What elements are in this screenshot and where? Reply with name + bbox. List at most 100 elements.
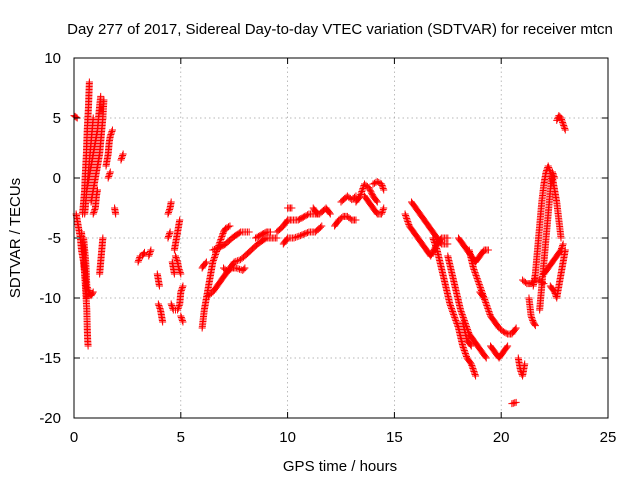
data-point: [227, 265, 235, 273]
data-point: [173, 257, 181, 264]
y-tick-label: 0: [53, 170, 61, 187]
data-point: [553, 116, 561, 124]
data-track: [525, 294, 539, 330]
data-point: [225, 223, 233, 231]
data-point: [481, 297, 489, 305]
data-point: [373, 178, 381, 186]
data-track: [352, 180, 381, 206]
data-point: [472, 270, 480, 278]
data-point: [378, 209, 386, 216]
data-point: [118, 153, 126, 161]
data-point: [212, 245, 220, 253]
data-track: [111, 204, 120, 218]
data-point: [461, 348, 469, 356]
data-point: [106, 168, 114, 176]
data-track: [337, 192, 360, 206]
data-point: [557, 234, 565, 242]
data-point: [140, 248, 148, 256]
y-tick-label: -20: [39, 410, 61, 427]
data-point: [155, 303, 163, 311]
data-point: [175, 302, 183, 309]
data-point: [222, 224, 230, 232]
data-point: [378, 210, 386, 218]
data-point: [379, 207, 387, 215]
data-point: [457, 308, 465, 315]
data-point: [253, 233, 261, 241]
data-track: [252, 228, 275, 242]
data-track: [407, 198, 452, 248]
data-point: [90, 207, 98, 215]
data-point: [352, 216, 360, 224]
data-point: [453, 321, 461, 329]
data-point: [176, 216, 184, 224]
data-point: [212, 251, 220, 258]
data-point: [466, 341, 474, 349]
x-tick-label: 20: [493, 429, 510, 446]
data-point: [446, 302, 454, 309]
y-tick-label: -15: [39, 350, 61, 367]
data-point: [458, 311, 466, 318]
data-track: [429, 234, 480, 380]
data-point: [473, 275, 481, 282]
data-point: [531, 322, 539, 330]
data-point: [216, 239, 224, 246]
data-point: [313, 209, 321, 217]
data-point: [338, 214, 346, 222]
data-point: [460, 317, 468, 324]
data-point: [177, 314, 185, 321]
data-point: [452, 318, 460, 326]
data-point: [484, 246, 492, 254]
data-point: [135, 255, 143, 263]
data-point: [301, 212, 309, 220]
data-point: [467, 360, 475, 368]
data-point: [474, 278, 482, 285]
data-point: [176, 267, 184, 275]
data-point: [404, 219, 412, 227]
data-point: [233, 257, 241, 265]
data-point: [140, 250, 148, 258]
data-point: [155, 282, 163, 290]
data-point: [470, 368, 478, 375]
data-point: [380, 186, 388, 194]
data-point: [459, 342, 467, 350]
data-point: [145, 251, 153, 258]
data-track: [117, 150, 127, 164]
data-point: [558, 116, 566, 123]
data-point: [290, 234, 298, 242]
data-point: [267, 228, 275, 236]
data-point: [241, 264, 249, 272]
data-point: [201, 259, 209, 267]
data-point: [202, 258, 210, 266]
data-point: [484, 306, 492, 314]
data-point: [314, 210, 322, 218]
data-point: [528, 315, 536, 323]
chart-title: Day 277 of 2017, Sidereal Day-to-day VTE…: [67, 21, 613, 38]
data-point: [173, 255, 181, 263]
data-point: [501, 328, 509, 336]
data-point: [357, 191, 365, 198]
data-point: [457, 306, 465, 314]
data-point: [372, 197, 380, 205]
data-point: [449, 309, 457, 317]
data-point: [89, 210, 97, 218]
data-track: [154, 300, 167, 326]
data-point: [168, 302, 176, 309]
data-point: [503, 343, 511, 351]
data-point: [325, 209, 333, 217]
data-point: [473, 273, 481, 281]
data-point: [403, 215, 411, 222]
data-point: [461, 350, 469, 357]
data-point: [550, 173, 558, 180]
data-point: [174, 306, 182, 314]
data-point: [145, 252, 153, 260]
data-point: [293, 233, 301, 241]
data-track: [164, 228, 174, 242]
data-point: [105, 171, 113, 179]
data-track: [104, 168, 114, 182]
data-point: [401, 210, 409, 218]
data-point: [450, 312, 458, 320]
data-track: [279, 222, 326, 248]
data-point: [89, 288, 97, 296]
data-point: [472, 272, 480, 279]
data-track: [529, 162, 565, 290]
